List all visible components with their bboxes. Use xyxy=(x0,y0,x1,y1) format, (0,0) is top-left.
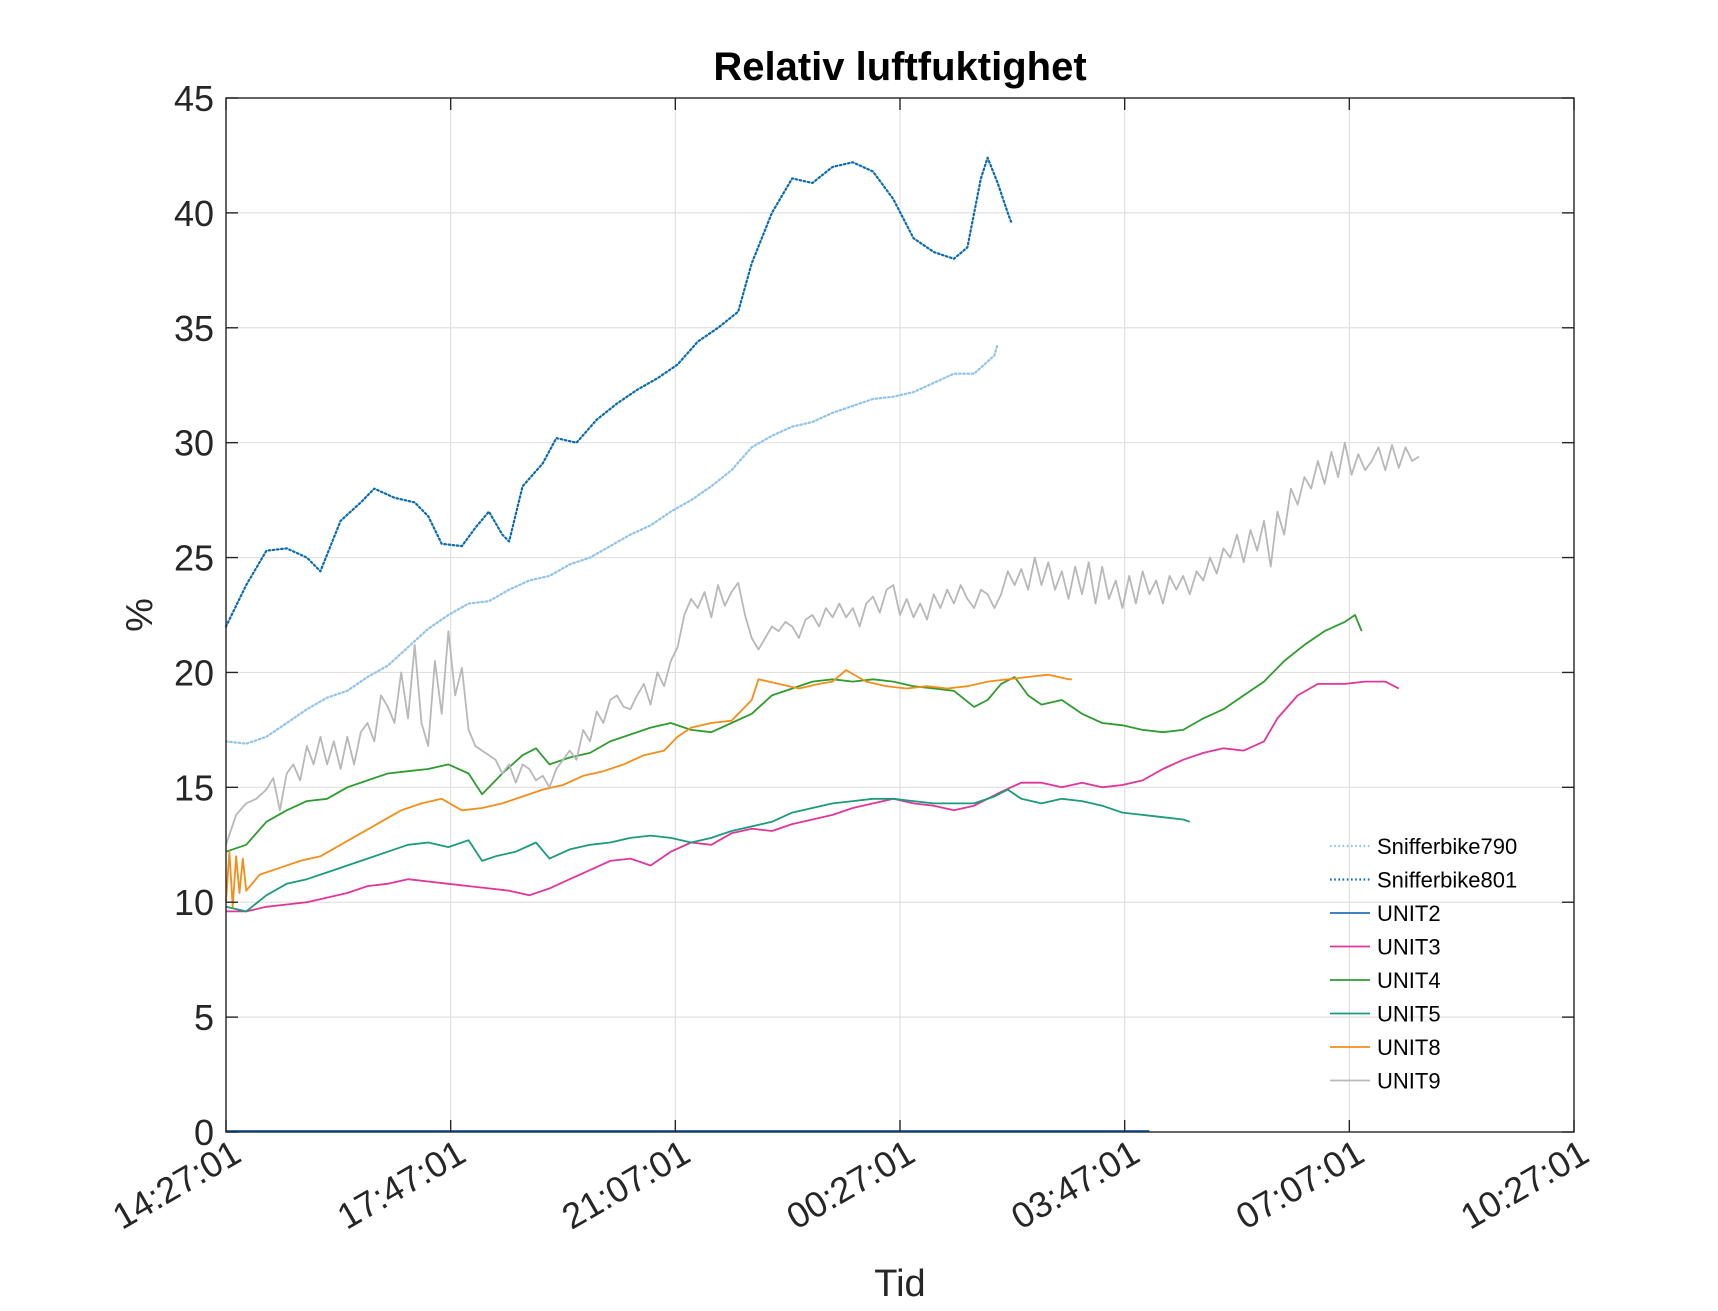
y-axis-label: % xyxy=(119,598,161,632)
y-tick-label: 40 xyxy=(174,193,214,234)
series-line-unit5 xyxy=(225,788,1191,913)
series-lines xyxy=(224,156,1420,1132)
legend-label: Snifferbike790 xyxy=(1377,834,1517,859)
y-tick-label: 30 xyxy=(174,423,214,464)
legend-label: UNIT9 xyxy=(1377,1069,1441,1094)
y-tick-label: 5 xyxy=(194,997,214,1038)
y-tick-label: 15 xyxy=(174,767,214,808)
legend-label: UNIT5 xyxy=(1377,1002,1441,1027)
y-tick-label: 10 xyxy=(174,882,214,923)
legend-label: Snifferbike801 xyxy=(1377,868,1517,893)
x-axis-label: Tid xyxy=(874,1263,925,1305)
series-line-unit3 xyxy=(226,680,1400,913)
legend-label: UNIT2 xyxy=(1377,901,1441,926)
y-tick-label: 45 xyxy=(174,78,214,119)
chart-title: Relativ luftfuktighet xyxy=(713,45,1086,89)
legend-label: UNIT8 xyxy=(1377,1035,1441,1060)
y-tick-label: 0 xyxy=(194,1112,214,1153)
legend-label: UNIT4 xyxy=(1377,968,1441,993)
series-line-snifferbike790 xyxy=(224,342,999,745)
y-tick-label: 20 xyxy=(174,652,214,693)
legend-label: UNIT3 xyxy=(1377,935,1441,960)
series-line-snifferbike801 xyxy=(224,156,1013,628)
series-line-unit8 xyxy=(225,669,1072,908)
y-tick-label: 35 xyxy=(174,308,214,349)
legend: Snifferbike790 Snifferbike801 UNIT2 UNIT3 UN… xyxy=(1330,834,1517,1094)
series-line-unit9 xyxy=(225,441,1420,846)
series-line-unit4 xyxy=(225,614,1363,853)
y-tick-label: 25 xyxy=(174,538,214,579)
